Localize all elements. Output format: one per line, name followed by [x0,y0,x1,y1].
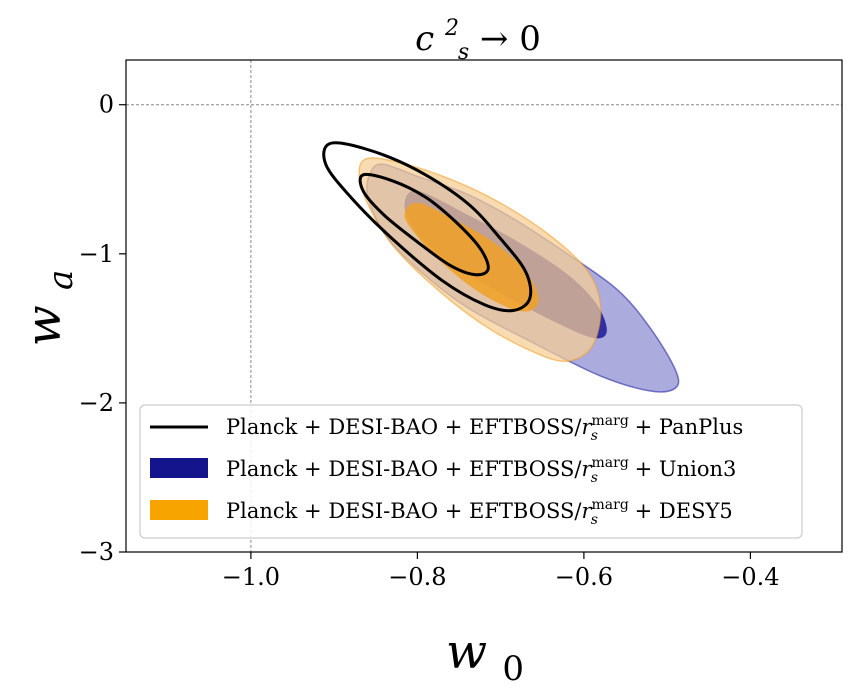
legend-label-union3: Planck + DESI-BAO + EFTBOSS/rmarg s + Uni… [226,455,736,486]
x-tick-label: −0.8 [388,563,446,591]
panplus-contour-68 [358,172,490,277]
x-axis-label: w 0 [446,624,524,688]
y-tick-label: 0 [99,91,114,119]
y-tick-label: −3 [79,538,114,566]
panplus-contour-95 [322,141,533,313]
legend-swatch-desy5 [150,500,208,520]
legend-label-panplus: Planck + DESI-BAO + EFTBOSS/rmarg s + Pan… [226,413,743,444]
axis-ticks: −1.0 −0.8 −0.6 −0.4 0 −1 −2 −3 [79,91,780,591]
legend-box [139,404,803,539]
desy5-contour-68 [404,202,539,312]
y-tick-label: −1 [79,240,114,268]
axes-frame [125,59,843,553]
x-tick-label: −1.0 [222,563,280,591]
contour-layer [322,141,680,393]
y-axis-label: w a [16,270,81,347]
legend: Planck + DESI-BAO + EFTBOSS/rmarg s + Pan… [139,404,803,539]
legend-label-desy5: Planck + DESI-BAO + EFTBOSS/rmarg s + DES… [226,497,733,528]
x-tick-label: −0.4 [721,563,779,591]
x-tick-label: −0.6 [555,563,613,591]
chart-title: c 2 s → 0 [415,4,541,68]
legend-swatch-union3 [150,458,208,478]
y-tick-label: −2 [79,389,114,417]
plot-area: −1.0 −0.8 −0.6 −0.4 0 −1 −2 −3 [79,59,843,591]
